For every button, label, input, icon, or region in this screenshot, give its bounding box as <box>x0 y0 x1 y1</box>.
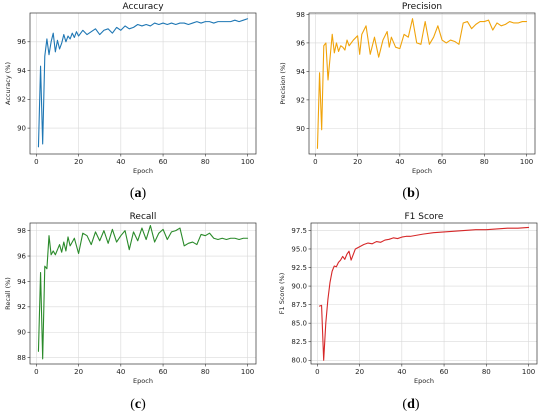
recall-x-tick-label: 100 <box>241 368 254 376</box>
precision-x-tick-label: 80 <box>480 158 489 166</box>
accuracy-x-tick-label: 60 <box>159 158 168 166</box>
precision-chart: 0 20 40 60 80 100 90 92 94 96 98 Precision Epoch Prec… <box>279 2 536 175</box>
precision-y-tick-label: 98 <box>296 11 305 19</box>
caption-a: (a) <box>129 186 147 201</box>
precision-y-tick-label: 90 <box>296 125 305 133</box>
precision-x-tick-label: 100 <box>520 158 533 166</box>
precision-y-tick-label: 96 <box>296 39 305 47</box>
f1-score-y-tick-label: 90.0 <box>291 282 307 290</box>
f1-score-x-tick-label: 100 <box>522 368 535 376</box>
precision-x-tick-label: 60 <box>438 158 447 166</box>
recall-x-tick-label: 0 <box>34 368 38 376</box>
f1-score-y-tick-label: 95.0 <box>291 245 307 253</box>
precision-x-tick-label: 0 <box>313 158 317 166</box>
f1-score-x-tick-label: 60 <box>440 368 449 376</box>
precision-series-line <box>316 18 528 149</box>
precision-y-tick-label: 94 <box>296 68 305 76</box>
recall-x-tick-label: 20 <box>74 368 83 376</box>
precision-y-tick-label: 92 <box>296 96 305 104</box>
recall-x-axis-label: Epoch <box>133 377 153 385</box>
recall-y-tick-label: 90 <box>17 329 26 337</box>
f1-score-x-tick-label: 80 <box>482 368 491 376</box>
recall-series-line <box>37 224 249 360</box>
accuracy-y-axis-label: Accuracy (%) <box>4 62 12 105</box>
accuracy-x-tick-label: 100 <box>241 158 254 166</box>
recall-title: Recall <box>130 212 157 222</box>
accuracy-x-tick-label: 0 <box>34 158 38 166</box>
recall-y-tick-label: 92 <box>17 303 26 311</box>
precision-plot-area <box>309 13 535 154</box>
accuracy-y-tick-label: 94 <box>17 67 26 75</box>
f1-score-x-tick-label: 40 <box>397 368 406 376</box>
precision-y-axis-label: Precision (%) <box>279 62 287 104</box>
accuracy-y-tick-label: 90 <box>17 125 26 133</box>
accuracy-x-axis-label: Epoch <box>133 167 153 175</box>
f1-score-y-tick-label: 80.0 <box>291 357 307 365</box>
accuracy-title: Accuracy <box>122 2 164 12</box>
precision-title: Precision <box>402 2 442 12</box>
f1-score-y-tick-label: 85.0 <box>291 320 307 328</box>
recall-y-axis-label: Recall (%) <box>4 277 12 310</box>
precision-x-tick-label: 20 <box>353 158 362 166</box>
recall-x-tick-label: 80 <box>201 368 210 376</box>
f1-score-y-tick-label: 92.5 <box>291 264 307 272</box>
accuracy-y-tick-label: 92 <box>17 96 26 104</box>
recall-y-tick-label: 98 <box>17 227 26 235</box>
f1-score-axes-frame <box>310 222 538 365</box>
f1-score-plot-area <box>311 223 537 364</box>
precision-x-tick-label: 40 <box>395 158 404 166</box>
accuracy-x-tick-label: 20 <box>74 158 83 166</box>
recall-x-tick-label: 60 <box>159 368 168 376</box>
caption-d: (d) <box>402 397 420 412</box>
precision-axes-frame <box>308 12 536 155</box>
accuracy-chart: 0 20 40 60 80 100 90 92 94 96 Accuracy Epoch Accurac… <box>4 2 257 175</box>
accuracy-x-tick-label: 40 <box>116 158 125 166</box>
f1-score-series-line <box>318 226 530 361</box>
f1-score-y-tick-label: 87.5 <box>291 301 307 309</box>
caption-c: (c) <box>130 397 146 412</box>
accuracy-axes-frame <box>29 12 257 155</box>
recall-chart: 0 20 40 60 80 100 88 90 92 94 96 98 Recall Epoch Recal… <box>4 212 257 385</box>
recall-y-tick-label: 94 <box>17 278 26 286</box>
recall-y-tick-label: 88 <box>17 354 26 362</box>
f1-score-y-tick-label: 97.5 <box>291 227 307 235</box>
f1-score-x-tick-label: 20 <box>355 368 364 376</box>
f1-score-x-tick-label: 0 <box>315 368 319 376</box>
accuracy-x-tick-label: 80 <box>201 158 210 166</box>
recall-y-tick-label: 96 <box>17 252 26 260</box>
f1-score-y-tick-label: 82.5 <box>291 338 307 346</box>
recall-x-tick-label: 40 <box>116 368 125 376</box>
recall-axes-frame <box>29 222 257 365</box>
f1-score-y-axis-label: F1 Score (%) <box>278 273 286 314</box>
accuracy-y-tick-label: 96 <box>17 38 26 46</box>
f1-score-x-axis-label: Epoch <box>414 377 434 385</box>
accuracy-series-line <box>37 18 249 148</box>
caption-b: (b) <box>402 186 420 201</box>
f1-score-chart: 0 20 40 60 80 100 80.0 82.5 85.0 87.5 90.0 92.5 95.0… <box>278 212 538 385</box>
precision-x-axis-label: Epoch <box>412 167 432 175</box>
recall-plot-area <box>30 223 256 364</box>
f1-score-title: F1 Score <box>405 212 444 222</box>
